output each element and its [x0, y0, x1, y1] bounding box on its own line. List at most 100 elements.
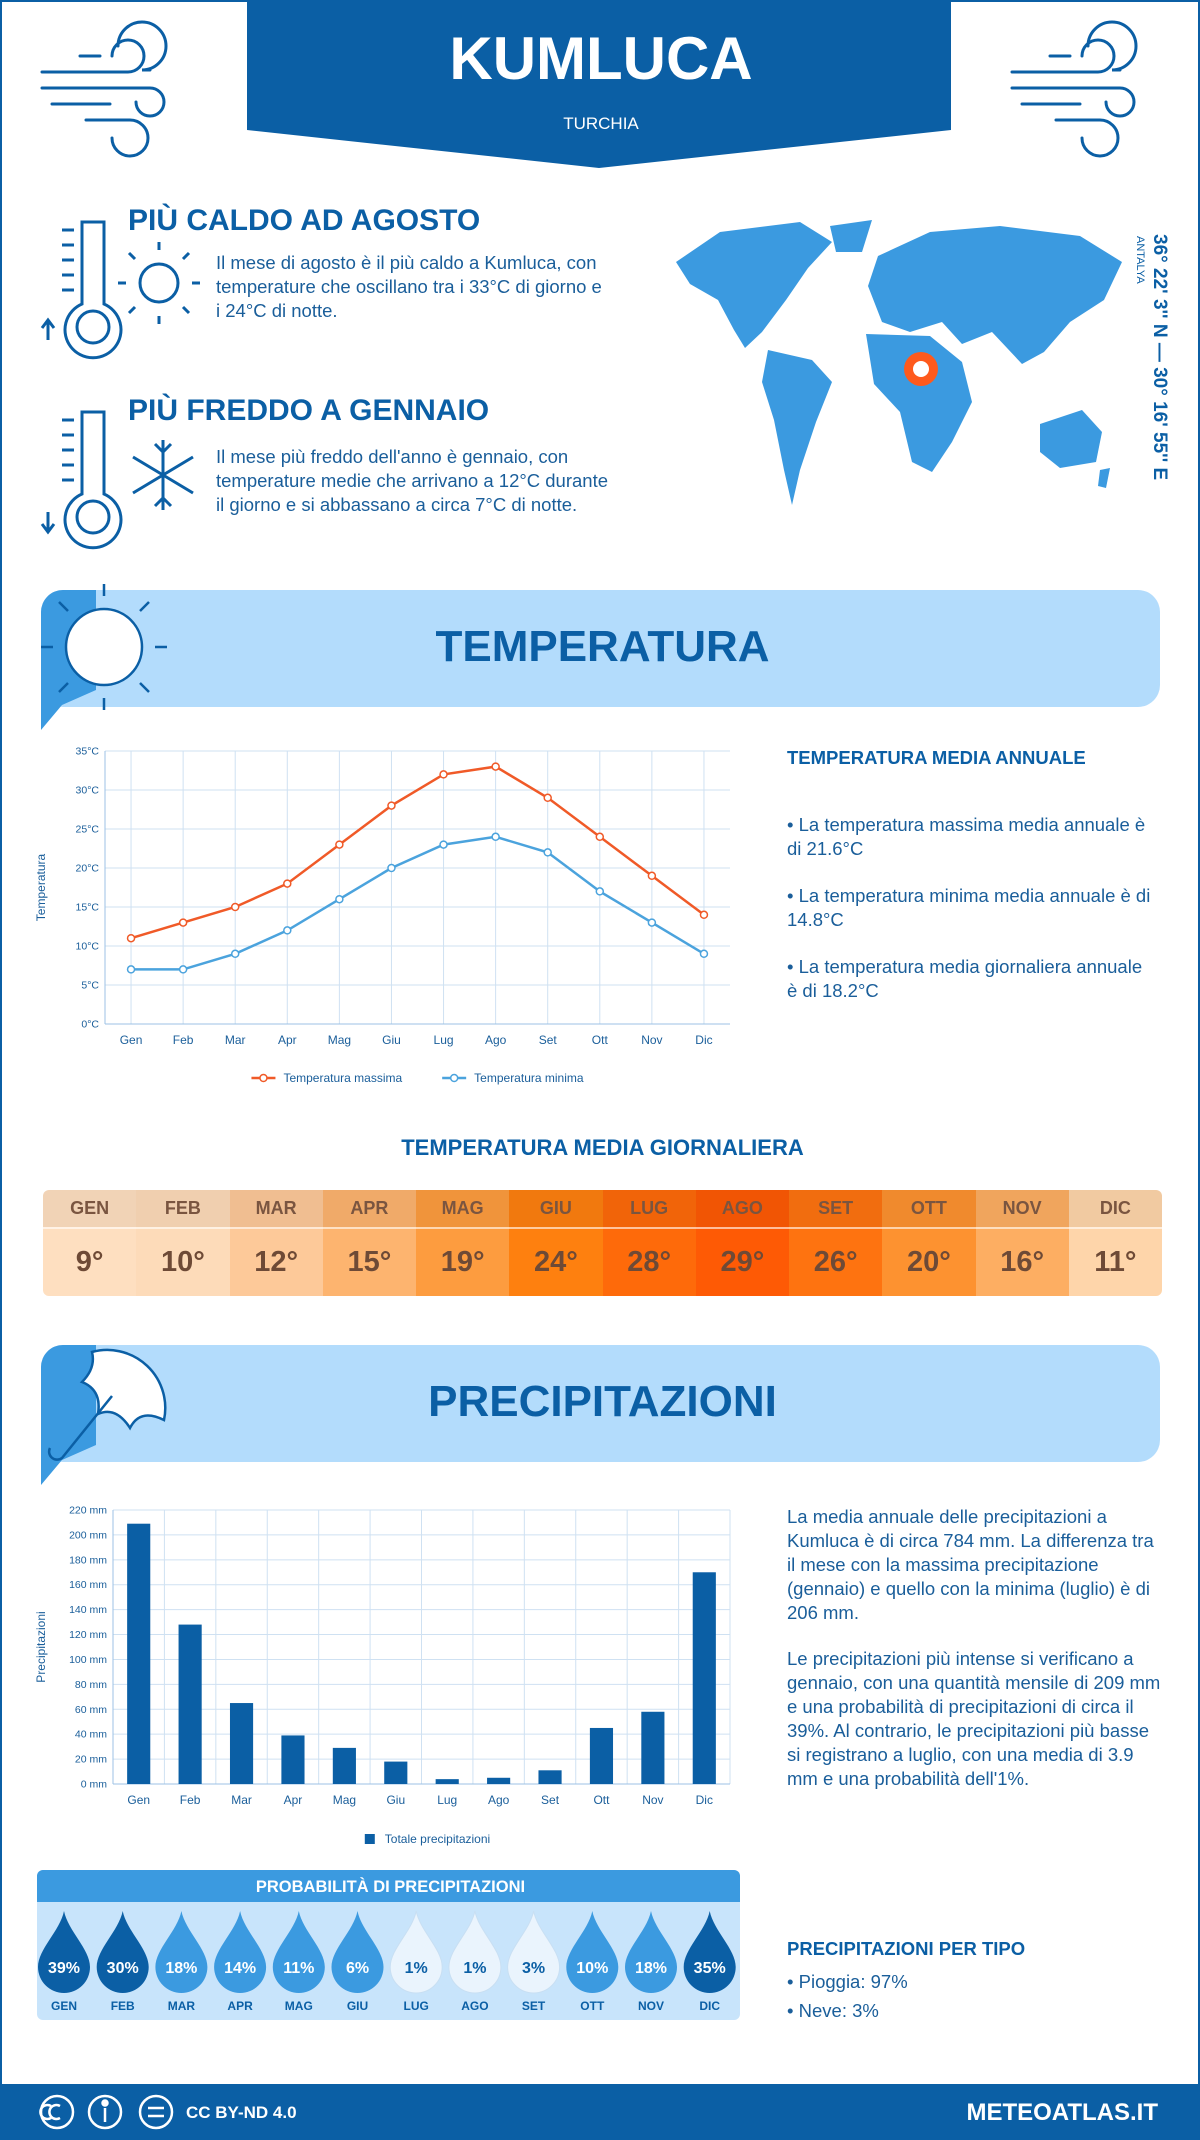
y-tick-label: 40 mm	[75, 1729, 107, 1741]
point	[699, 910, 709, 920]
drop-month: LUG	[404, 1999, 429, 2013]
table-value: 12°	[229, 1227, 323, 1296]
point	[335, 894, 344, 904]
bar	[281, 1735, 305, 1784]
y-tick-label: 10°C	[76, 941, 100, 953]
legend-item: Temperatura massima	[251, 1071, 402, 1085]
table-month: GIU	[509, 1190, 603, 1227]
table-value: 10°	[136, 1227, 230, 1296]
bar	[589, 1727, 614, 1784]
y-tick-label: 5°C	[81, 980, 99, 992]
wind-icon	[1010, 20, 1138, 158]
y-tick-label: 140 mm	[69, 1604, 107, 1616]
daily-table: GEN 9° FEB 10° MAR 12° APR 15° MAG 19° GIU 24° LUG 28…	[43, 1190, 1162, 1296]
point	[126, 933, 136, 943]
table-month: DIC	[1068, 1190, 1162, 1227]
y-tick-label: 100 mm	[69, 1654, 107, 1666]
bar	[229, 1703, 254, 1784]
x-tick-label: Gen	[127, 1793, 150, 1807]
drop-month: GIU	[347, 1999, 368, 2013]
drop	[38, 1911, 90, 1993]
probability-header	[37, 1870, 740, 1902]
point	[543, 848, 552, 857]
y-tick-label: 25°C	[76, 824, 100, 836]
license: CC BY-ND 4.0	[186, 2103, 297, 2122]
highlight-title: PIÙ CALDO AD AGOSTO	[128, 204, 481, 237]
world-map	[676, 220, 1122, 505]
drop	[96, 1911, 149, 1993]
y-tick-label: 30°C	[76, 785, 100, 797]
x-tick-label: Giu	[382, 1033, 401, 1047]
section-title: PRECIPITAZIONI	[428, 1377, 777, 1426]
point	[543, 793, 552, 803]
drop	[214, 1911, 267, 1993]
table-column: APR 15°	[322, 1190, 416, 1296]
table-column: OTT 20°	[882, 1190, 976, 1296]
bar	[384, 1761, 408, 1784]
legend-marker	[449, 1073, 459, 1083]
drop-value: 39%	[48, 1960, 80, 1977]
point	[126, 965, 136, 974]
legend-label: Temperatura minima	[474, 1071, 584, 1085]
annual-point: La temperatura minima media annuale è di…	[787, 884, 1157, 932]
legend-item: Totale precipitazioni	[364, 1832, 490, 1846]
y-tick-label: 200 mm	[69, 1529, 107, 1541]
x-tick-label: Dic	[696, 1793, 713, 1807]
drop	[625, 1911, 677, 1993]
x-tick-label: Mag	[328, 1033, 351, 1047]
series-line	[130, 765, 705, 940]
x-tick-label: Dic	[695, 1033, 712, 1047]
x-tick-label: Mar	[231, 1793, 252, 1807]
y-tick-label: 20 mm	[75, 1754, 107, 1766]
drop-value: 1%	[463, 1960, 486, 1977]
y-tick-label: 35°C	[76, 746, 100, 758]
point	[178, 965, 188, 974]
y-axis-label: Temperatura	[34, 853, 48, 921]
drop	[389, 1910, 443, 1994]
drop	[272, 1911, 325, 1993]
table-column: LUG 28°	[602, 1190, 696, 1296]
highlight-text: Il mese di agosto è il più caldo a Kumlu…	[216, 252, 602, 321]
drop-month: DIC	[699, 1999, 720, 2013]
x-tick-label: Apr	[278, 1033, 297, 1047]
x-tick-label: Apr	[284, 1793, 303, 1807]
table-month: APR	[322, 1190, 416, 1227]
header-banner	[247, 2, 951, 168]
x-tick-label: Set	[539, 1033, 558, 1047]
x-tick-label: Ago	[488, 1793, 510, 1807]
x-tick-label: Mag	[333, 1793, 356, 1807]
table-column: MAR 12°	[229, 1190, 323, 1296]
series-line	[131, 835, 705, 971]
x-tick-label: Mar	[225, 1033, 246, 1047]
drop-value: 18%	[635, 1960, 667, 1977]
drop-month: FEB	[111, 1999, 135, 2013]
precip-type: Pioggia: 97%	[787, 1970, 908, 1994]
bar	[487, 1777, 511, 1784]
bar	[692, 1572, 716, 1784]
point	[178, 918, 188, 927]
point	[387, 801, 396, 810]
table-month: MAG	[416, 1190, 510, 1227]
drop-month: NOV	[638, 1999, 664, 2013]
point	[439, 770, 448, 779]
x-tick-label: Ott	[593, 1793, 610, 1807]
y-tick-label: 20°C	[76, 863, 100, 875]
table-value: 16°	[975, 1227, 1069, 1296]
highlight-text: Il mese più freddo dell'anno è gennaio, …	[216, 446, 609, 515]
bar	[435, 1779, 459, 1784]
y-tick-label: 180 mm	[69, 1554, 107, 1566]
drop-value: 3%	[522, 1960, 545, 1977]
point	[439, 840, 448, 849]
y-tick-label: 220 mm	[69, 1505, 107, 1517]
table-month: NOV	[975, 1190, 1069, 1227]
y-tick-label: 120 mm	[69, 1629, 107, 1641]
drop-value: 10%	[576, 1960, 608, 1977]
drop-month: SET	[522, 1999, 546, 2013]
highlight-title: PIÙ FREDDO A GENNAIO	[128, 394, 490, 427]
table-column: FEB 10°	[136, 1190, 230, 1296]
coordinates: 36° 22' 3'' N — 30° 16' 55'' E	[1149, 234, 1170, 481]
probability-title: PROBABILITÀ DI PRECIPITAZIONI	[255, 1878, 526, 1896]
precip-type: Neve: 3%	[787, 1999, 879, 2023]
